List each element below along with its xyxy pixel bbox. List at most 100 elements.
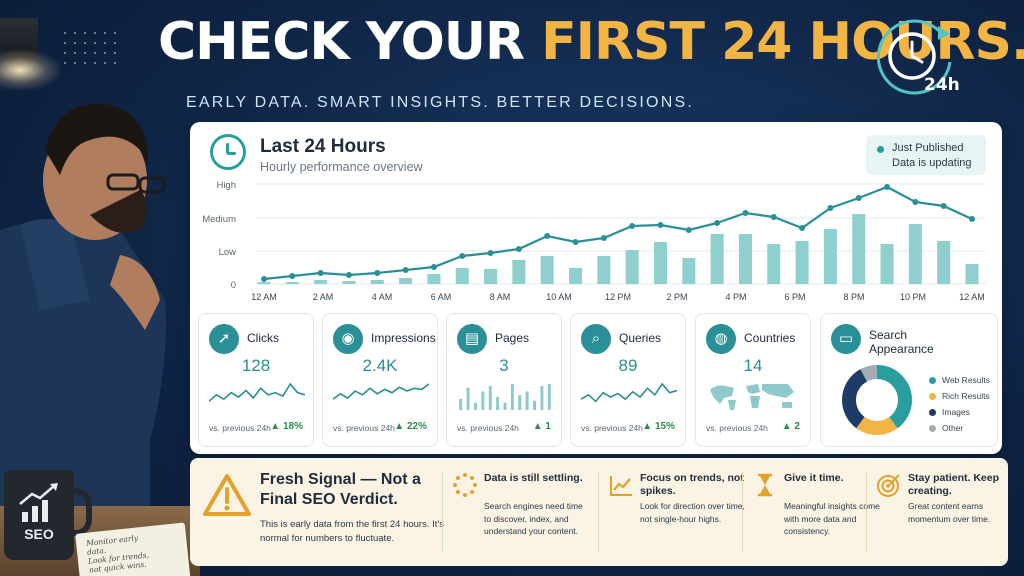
data-point <box>770 214 777 220</box>
metric-value: 3 <box>499 356 509 375</box>
tip-text: Search engines need time to discover, in… <box>484 501 583 536</box>
headline: CHECK YOUR FIRST 24 HOURS. <box>158 16 1024 68</box>
data-point <box>657 222 664 228</box>
metric-label: Queries <box>619 331 662 345</box>
chart-bar <box>484 269 498 284</box>
x-tick-label: 12 AM <box>251 292 277 302</box>
chart-bar <box>653 242 667 284</box>
status-title: Just Published <box>892 142 964 154</box>
chart-bar <box>738 234 752 284</box>
y-tick-label: High <box>216 180 236 191</box>
chart-bar <box>965 264 979 284</box>
y-tick-label: Medium <box>202 214 236 225</box>
data-point <box>827 205 834 211</box>
x-tick-label: 12 AM <box>959 292 985 302</box>
metric-card-countries[interactable]: ◍ Countries 14 vs. previous 24h ▲ 2 <box>695 313 811 447</box>
chart-bar <box>427 274 441 284</box>
spark-line <box>581 382 677 403</box>
metric-card-search-appearance[interactable]: ▭ Search Appearance Web Results Rich Res… <box>820 313 998 447</box>
metric-label: Search Appearance <box>869 328 934 356</box>
hourglass-icon <box>758 473 772 497</box>
sparkline <box>209 382 305 402</box>
data-point <box>544 233 551 239</box>
clock-icon: 24h <box>876 19 960 95</box>
divider <box>742 472 743 552</box>
data-point <box>572 239 579 245</box>
x-tick-label: 2 PM <box>666 292 687 302</box>
data-point <box>402 267 409 273</box>
metric-card-clicks[interactable]: ➚ Clicks 128 vs. previous 24h ▲ 18% <box>198 313 314 447</box>
headline-white: CHECK YOUR <box>158 12 542 72</box>
chart-bar <box>399 278 413 284</box>
metric-delta: ▲ 15% <box>642 421 675 432</box>
tip-title: Stay patient. Keep creating. <box>908 472 1000 497</box>
chart-bar <box>937 241 951 284</box>
data-point <box>855 195 862 201</box>
series-line <box>263 185 973 281</box>
donut-legend: Web Results Rich Results Images Other <box>929 372 990 436</box>
metric-card-queries[interactable]: ⌕ Queries 89 vs. previous 24h ▲ 15% <box>570 313 686 447</box>
legend-item: Images <box>929 404 990 420</box>
card-subtitle: Hourly performance overview <box>260 160 423 174</box>
x-tick-label: 6 AM <box>431 292 452 302</box>
sparkline <box>333 383 429 400</box>
tip-title: Data is still settling. <box>484 472 583 484</box>
advice-panel: Fresh Signal — Not a Final SEO Verdict. … <box>190 458 1008 566</box>
spark-bar <box>459 398 463 410</box>
donut-slice <box>842 365 912 435</box>
chart-bar <box>908 224 922 284</box>
metric-value: 14 <box>743 356 763 375</box>
trend-icon <box>610 476 632 496</box>
tip-item: Focus on trends, not spikes. Look for di… <box>608 470 748 560</box>
clock-icon <box>210 134 246 170</box>
metric-card-pages[interactable]: ▤ Pages 3 vs. previous 24h ▲ 1 <box>446 313 562 447</box>
data-point <box>799 225 806 231</box>
metric-label: Pages <box>495 331 530 345</box>
data-point <box>459 253 466 259</box>
chart-bar <box>625 250 639 284</box>
chart-bar <box>455 268 469 284</box>
x-tick-label: 12 PM <box>605 292 631 302</box>
x-tick-label: 10 AM <box>546 292 572 302</box>
chart-bar <box>370 280 384 284</box>
x-tick-label: 2 AM <box>313 292 334 302</box>
data-point <box>261 276 267 282</box>
chart-bar <box>597 256 611 284</box>
x-tick-label: 6 PM <box>784 292 805 302</box>
badge-label: 24h <box>924 75 960 95</box>
metric-card-impressions[interactable]: ◉ Impressions 2.4K vs. previous 24h ▲ 22… <box>322 313 438 447</box>
data-point <box>430 264 437 270</box>
metric-label: Clicks <box>247 331 279 345</box>
headline-yellow: FIRST 24 HOURS. <box>541 12 1024 72</box>
world-map <box>710 384 794 410</box>
tip-title: Focus on trends, not spikes. <box>640 472 744 497</box>
data-point <box>969 216 975 222</box>
loading-icon <box>453 473 477 497</box>
donut-chart <box>842 365 912 435</box>
metric-value: 128 <box>241 356 271 375</box>
chart-bar <box>569 268 583 284</box>
target-icon <box>877 474 900 497</box>
metric-comparison: vs. previous 24h <box>333 423 395 433</box>
cursor-icon: ➚ <box>209 324 239 354</box>
metric-label: Countries <box>744 331 796 345</box>
spark-bar <box>496 397 500 410</box>
advice-text: This is early data from the first 24 hou… <box>260 519 444 544</box>
warning-icon <box>203 474 251 516</box>
data-point <box>940 203 947 209</box>
status-dot-icon <box>877 146 884 153</box>
x-tick-label: 8 PM <box>843 292 864 302</box>
lamp-glow <box>0 50 60 90</box>
clock-24h-badge: 24h <box>872 18 964 102</box>
tip-item: Stay patient. Keep creating. Great conte… <box>876 470 1016 560</box>
browser-icon: ▭ <box>831 324 861 354</box>
advice-title: Fresh Signal — Not a Final SEO Verdict. <box>260 471 421 508</box>
subheadline: EARLY DATA. SMART INSIGHTS. BETTER DECIS… <box>186 94 694 111</box>
metric-comparison: vs. previous 24h <box>457 423 519 433</box>
metric-delta: ▲ 1 <box>532 421 551 432</box>
spark-bar <box>466 387 470 410</box>
data-point <box>317 270 324 276</box>
chart-bar <box>285 282 299 284</box>
chart-icon <box>19 483 58 522</box>
chart-bar <box>257 282 271 284</box>
